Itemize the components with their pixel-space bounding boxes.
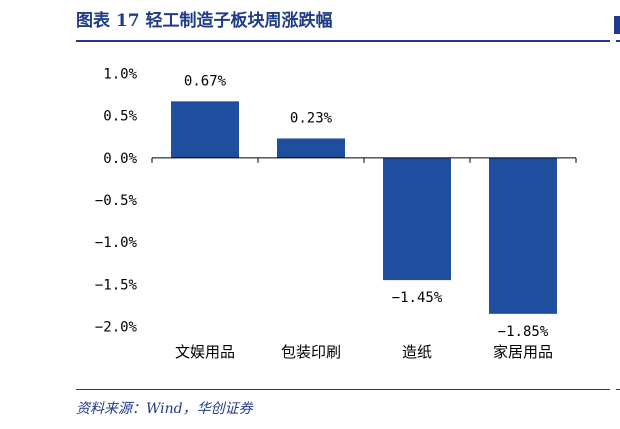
y-tick-label: 0.0% (103, 151, 137, 167)
data-label: 0.67% (184, 73, 227, 89)
y-tick-label: −2.0% (95, 320, 138, 336)
adjacent-divider-top (616, 40, 620, 42)
category-label: 文娱用品 (175, 343, 235, 361)
footer-divider (76, 389, 610, 390)
data-label: −1.45% (392, 290, 443, 306)
y-tick-label: −0.5% (95, 193, 138, 209)
bar (383, 157, 451, 281)
adjacent-figure-marker (614, 16, 620, 34)
source-note: 资料来源：Wind，华创证券 (76, 401, 253, 417)
adjacent-divider-bottom (616, 389, 620, 390)
category-label: 包装印刷 (281, 343, 341, 361)
category-label: 家居用品 (493, 343, 553, 361)
y-tick-label: 0.5% (103, 109, 137, 125)
y-tick-label: −1.0% (95, 235, 138, 251)
data-label: −1.85% (498, 324, 549, 340)
y-tick-label: 1.0% (103, 67, 137, 83)
bar (171, 101, 239, 158)
data-label: 0.23% (290, 110, 333, 126)
title-divider (76, 40, 610, 42)
figure-title: 图表 17 轻工制造子板块周涨跌幅 (76, 11, 333, 31)
bar (277, 138, 345, 158)
y-tick-label: −1.5% (95, 277, 138, 293)
bar (489, 157, 557, 314)
category-label: 造纸 (402, 343, 432, 361)
